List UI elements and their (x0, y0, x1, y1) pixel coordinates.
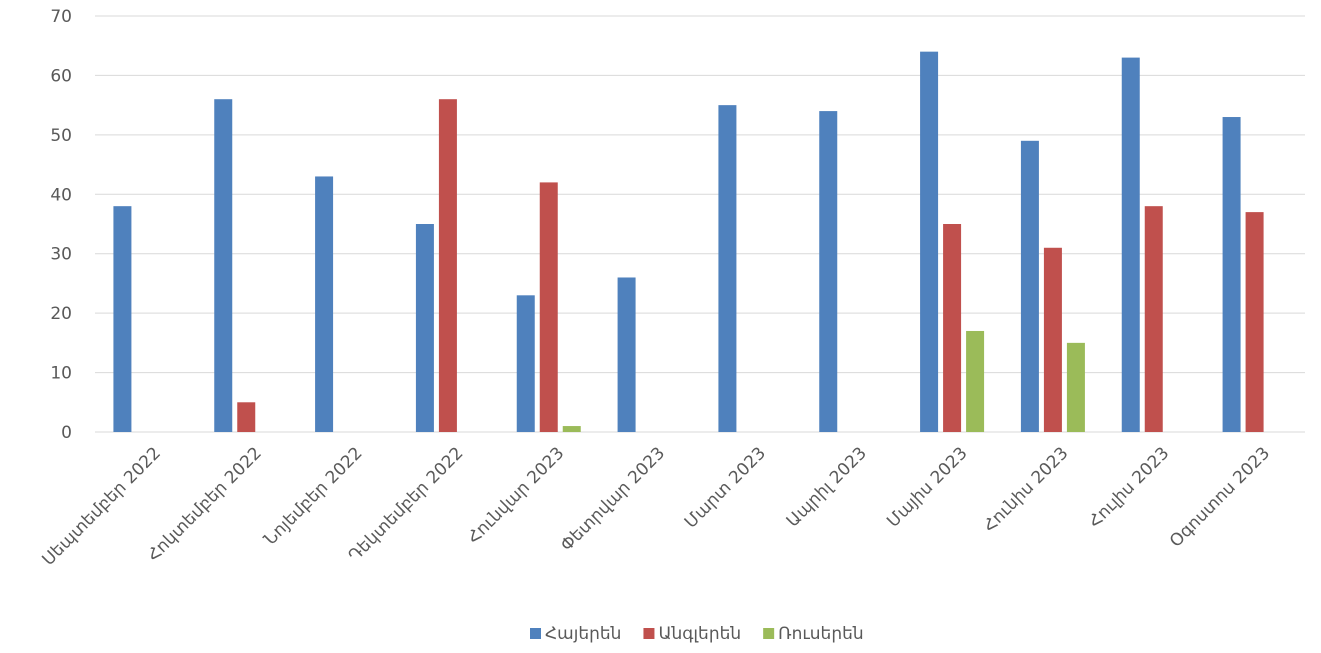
bar (113, 206, 132, 432)
x-tick-label: Հուլիս 2023 (1085, 443, 1174, 532)
x-tick-label: Օգոստոս 2023 (1166, 443, 1274, 551)
legend-item: Հայերեն (530, 624, 621, 644)
bar (819, 111, 838, 432)
bar (920, 51, 939, 433)
x-tick-label: Ապրիլ 2023 (783, 443, 871, 531)
bar (1245, 212, 1264, 432)
x-tick-label: Հունիս 2023 (980, 443, 1073, 536)
x-tick-label: Դեկտեմբեր 2022 (345, 443, 468, 566)
bar (1043, 247, 1062, 432)
legend-item: Ռուսերեն (763, 624, 864, 644)
legend-label: Հայերեն (545, 624, 621, 644)
bar (617, 277, 636, 432)
bar (943, 224, 962, 432)
y-tick-label: 50 (50, 126, 72, 146)
legend-swatch (763, 628, 775, 639)
bar (415, 224, 434, 432)
gridlines (95, 15, 1305, 433)
y-tick-label: 10 (50, 364, 72, 384)
x-tick-label: Մարտ 2023 (681, 443, 770, 532)
x-tick-label: Փետրվար 2023 (557, 443, 669, 555)
bar (1066, 342, 1085, 432)
y-tick-label: 30 (50, 245, 72, 265)
legend-label: Անգլերեն (658, 624, 741, 644)
bar (1020, 140, 1039, 433)
bars (113, 51, 1264, 433)
bar (315, 176, 334, 432)
bar (237, 402, 256, 432)
y-tick-label: 70 (50, 7, 72, 27)
legend-swatch (530, 628, 541, 639)
bar (1222, 117, 1241, 433)
bar (438, 99, 457, 432)
bar (1144, 206, 1163, 432)
y-axis-tick-labels: 0 10 20 30 40 50 60 70 (50, 7, 72, 443)
y-tick-label: 60 (50, 66, 72, 86)
y-tick-label: 20 (50, 304, 72, 324)
legend-label: Ռուսերեն (778, 624, 864, 644)
y-tick-label: 40 (50, 185, 72, 205)
legend: Հայերեն Անգլերեն Ռուսերեն (530, 624, 864, 644)
x-tick-label: Մայիս 2023 (883, 443, 971, 531)
bar (718, 105, 737, 433)
y-tick-label: 0 (61, 423, 72, 443)
bar (966, 330, 985, 432)
bar (516, 295, 535, 432)
bar (539, 182, 558, 432)
legend-swatch (643, 628, 655, 639)
bar (1121, 57, 1140, 432)
bar (214, 99, 233, 432)
x-tick-label: Հունվար 2023 (464, 443, 569, 548)
bar (562, 426, 581, 432)
legend-item: Անգլերեն (643, 624, 741, 644)
x-tick-label: Հոկտեմբեր 2022 (144, 443, 266, 565)
x-tick-label: Նոյեմբեր 2022 (260, 443, 366, 549)
